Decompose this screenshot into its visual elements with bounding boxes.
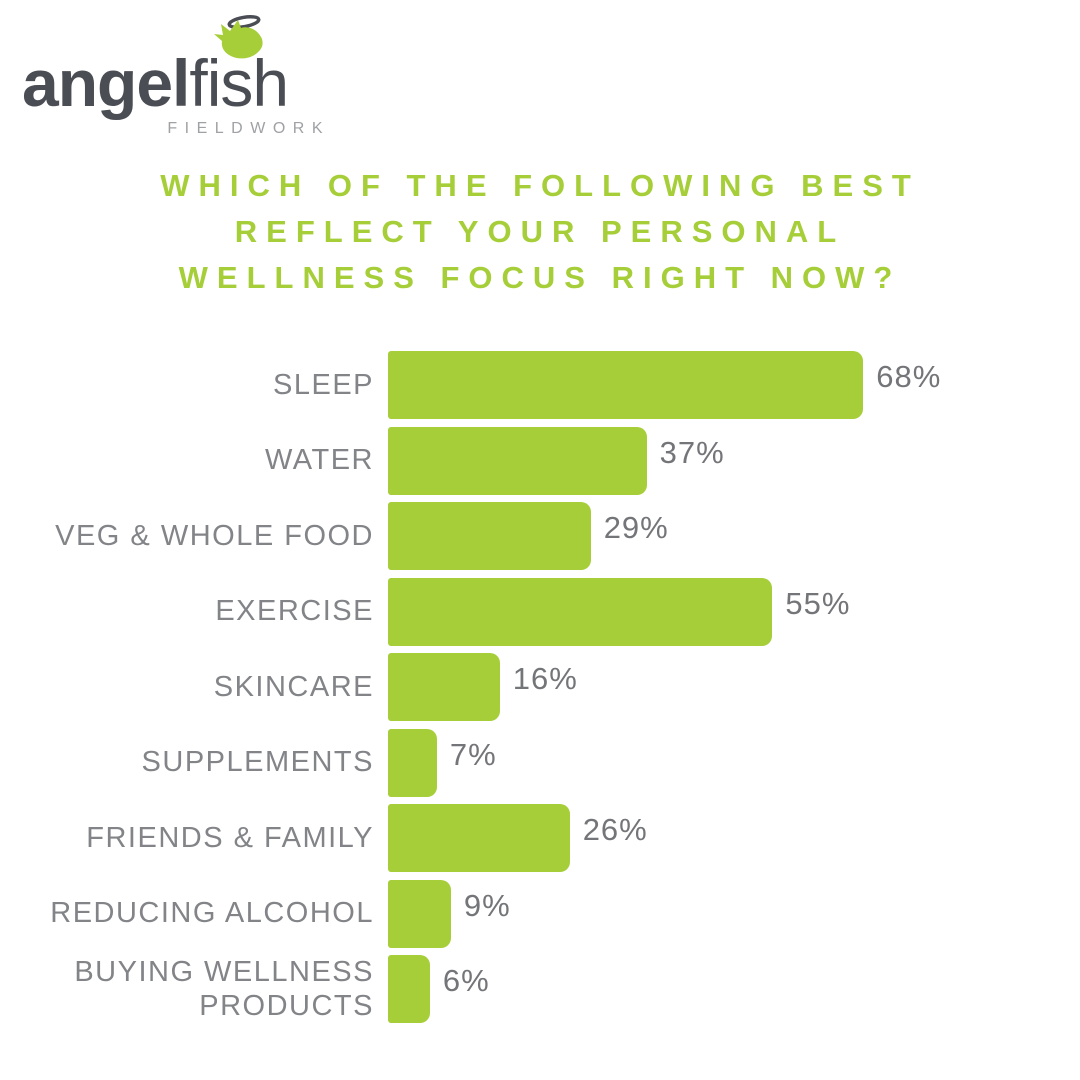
category-label: BUYING WELLNESS PRODUCTS	[74, 955, 374, 1022]
value-label: 29%	[603, 510, 669, 545]
bar	[388, 955, 430, 1023]
value-label: 6%	[442, 963, 490, 998]
brand-name-light: fish	[189, 46, 289, 120]
title-line-3: WELLNESS FOCUS RIGHT NOW?	[178, 260, 902, 295]
chart-row: FRIENDS & FAMILY 26%	[0, 804, 1080, 872]
bar	[388, 728, 437, 797]
category-label: EXERCISE	[215, 595, 374, 628]
chart-row: VEG & WHOLE FOOD 29%	[0, 502, 1080, 570]
chart-row: WATER 37%	[0, 426, 1080, 495]
title-line-2: REFLECT YOUR PERSONAL	[234, 214, 846, 249]
bar	[388, 653, 500, 721]
category-label: FRIENDS & FAMILY	[86, 821, 374, 854]
chart-row: EXERCISE 55%	[0, 577, 1080, 646]
value-label: 9%	[463, 887, 511, 923]
bar	[388, 426, 647, 495]
value-label: 16%	[512, 661, 578, 696]
value-label: 26%	[582, 812, 648, 847]
chart-row: REDUCING ALCOHOL 9%	[0, 879, 1080, 948]
bar-chart: SLEEP 68% WATER 37% VEG & WHOLE FOOD 29% EXERC…	[0, 351, 1080, 1031]
value-label: 37%	[659, 434, 725, 470]
chart-row: SKINCARE 16%	[0, 653, 1080, 721]
title-line-1: WHICH OF THE FOLLOWING BEST	[160, 168, 920, 203]
category-label: WATER	[265, 444, 374, 477]
value-label: 55%	[785, 585, 851, 621]
chart-row: SLEEP 68%	[0, 351, 1080, 419]
value-label: 68%	[876, 359, 942, 394]
bar	[388, 879, 451, 948]
bar	[388, 351, 864, 419]
bar	[388, 804, 570, 872]
brand-logo: angelfish FIELDWORK	[22, 12, 332, 138]
brand-name: angelfish	[22, 48, 332, 118]
category-label: SLEEP	[273, 368, 374, 401]
chart-title: WHICH OF THE FOLLOWING BEST REFLECT YOUR…	[0, 163, 1080, 301]
brand-tagline: FIELDWORK	[167, 120, 330, 137]
category-label: SUPPLEMENTS	[141, 746, 374, 779]
bar	[388, 502, 591, 570]
chart-row: BUYING WELLNESS PRODUCTS 6%	[0, 955, 1080, 1023]
category-label: REDUCING ALCOHOL	[50, 897, 374, 930]
angelfish-icon	[208, 12, 266, 69]
brand-name-bold: angel	[22, 46, 190, 120]
value-label: 7%	[449, 736, 497, 772]
category-label: SKINCARE	[213, 670, 374, 703]
chart-row: SUPPLEMENTS 7%	[0, 728, 1080, 797]
category-label: VEG & WHOLE FOOD	[55, 519, 374, 552]
bar	[388, 577, 773, 646]
